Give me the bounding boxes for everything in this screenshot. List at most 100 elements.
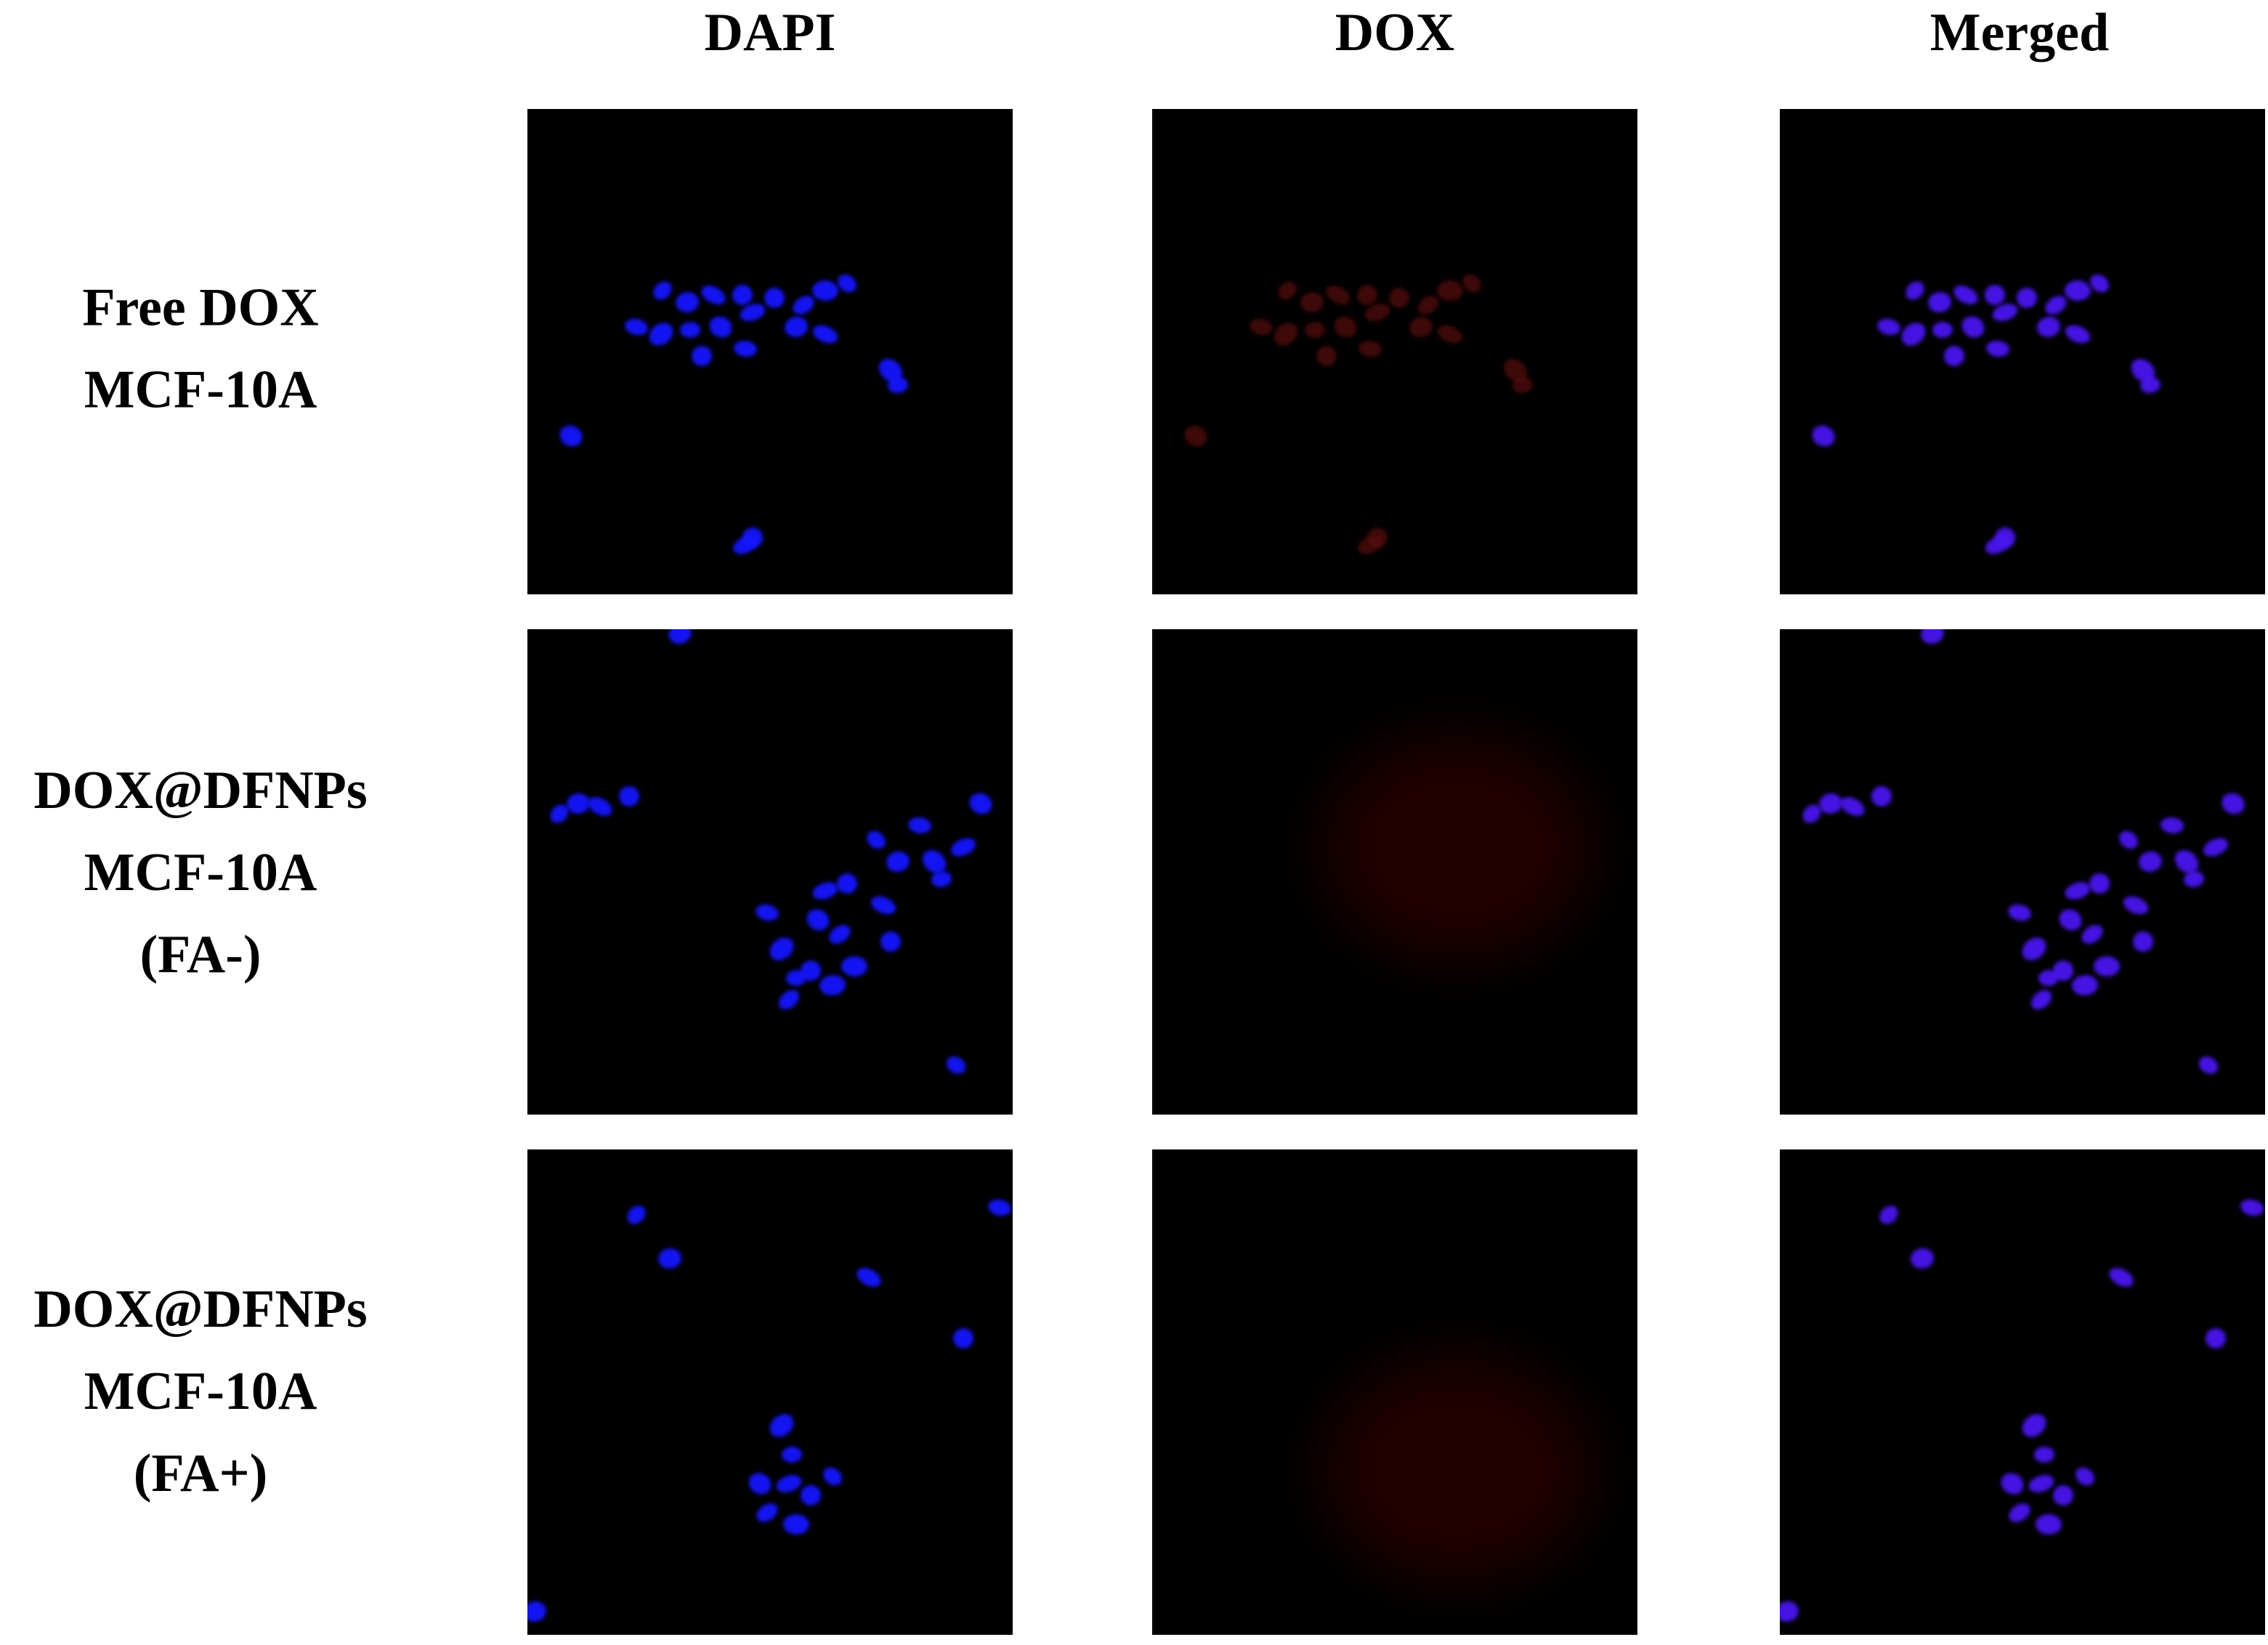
nucleus [740, 304, 766, 321]
nucleus [1184, 425, 1207, 447]
nucleus [878, 358, 903, 383]
column-header: DAPI [705, 3, 836, 62]
row-label: DOX@DFNPs [33, 1280, 367, 1339]
nucleus [880, 931, 901, 952]
nucleus [2198, 1056, 2219, 1074]
nucleus [653, 281, 672, 300]
nucleus [2109, 1268, 2134, 1287]
micrograph-background [1780, 1149, 2265, 1635]
nucleus [2053, 961, 2073, 981]
nucleus [783, 1513, 809, 1535]
nucleus [2008, 904, 2031, 921]
nucleus [550, 804, 569, 823]
nucleus [1871, 786, 1892, 807]
nucleus [1417, 296, 1439, 315]
nucleus [1953, 286, 1978, 304]
nucleus [2222, 793, 2245, 815]
nucleus [764, 288, 785, 308]
cells [1812, 274, 2160, 554]
nucleus [1995, 528, 2015, 548]
nucleus [1961, 316, 1985, 338]
micrograph [527, 109, 1013, 594]
diffuse-signal [1327, 738, 1588, 956]
micrograph [1780, 1149, 2265, 1635]
nucleus [2160, 817, 2184, 834]
nucleus [953, 1328, 973, 1349]
nucleus [2089, 873, 2110, 894]
nucleus [812, 280, 838, 302]
nucleus [658, 1248, 681, 1269]
nucleus [867, 830, 886, 849]
nucleus [1512, 376, 1533, 394]
nucleus [2036, 1513, 2062, 1535]
nucleus [742, 528, 763, 548]
nucleus [1358, 340, 1382, 357]
nucleus [627, 1205, 646, 1224]
nucleus [1300, 291, 1324, 313]
nucleus [1273, 323, 1298, 346]
nucleus [812, 325, 838, 344]
nucleus [1503, 358, 1528, 383]
row-label: MCF-10A [84, 843, 317, 902]
nucleus [2140, 376, 2160, 394]
nucleus [776, 1475, 802, 1492]
nucleus [1986, 340, 2009, 357]
nucleus [692, 346, 712, 366]
nucleus [1992, 304, 2018, 321]
nucleus [1326, 286, 1350, 304]
nucleus [951, 838, 976, 857]
nucleus [2240, 1199, 2264, 1216]
nucleus [946, 1056, 966, 1074]
nucleus [1780, 1601, 1799, 1622]
nucleus [2037, 316, 2060, 338]
nucleus [2028, 1475, 2054, 1492]
nucleus [732, 285, 753, 305]
nucleus [1389, 288, 1409, 308]
nucleus [2081, 925, 2103, 944]
nucleus [2090, 274, 2109, 293]
nucleus [567, 793, 590, 815]
nucleus [1437, 325, 1463, 344]
column-header: Merged [1930, 3, 2110, 62]
cells [1327, 1360, 1588, 1578]
row-label: MCF-10A [84, 1362, 317, 1421]
nucleus [748, 1473, 771, 1495]
nucleus [2022, 937, 2046, 961]
nucleus [2133, 931, 2153, 952]
nucleus [931, 870, 952, 888]
micrograph [1152, 629, 1637, 1115]
nucleus [2009, 1503, 2030, 1522]
row-label: DOX@DFNPs [33, 761, 367, 820]
nucleus [819, 974, 846, 996]
nucleus [1278, 281, 1297, 300]
row-label: (FA-) [139, 925, 261, 985]
cells [559, 274, 908, 554]
nucleus [1932, 321, 1953, 339]
nucleus [2001, 1473, 2024, 1495]
diffuse-signal [1327, 1360, 1588, 1578]
micrograph [1780, 109, 2265, 594]
nucleus [1985, 285, 2005, 305]
nucleus [2139, 851, 2162, 873]
column-header: DOX [1335, 3, 1454, 62]
nucleus [1334, 316, 1357, 338]
nucleus [2075, 1467, 2094, 1486]
nucleus [2203, 838, 2228, 857]
nucleus [856, 1268, 881, 1287]
nucleus [812, 882, 838, 900]
nucleus [756, 904, 779, 921]
nucleus [888, 376, 908, 394]
nucleus [2017, 288, 2037, 308]
nucleus [782, 1446, 802, 1463]
nucleus [1316, 346, 1337, 366]
nucleus [870, 896, 896, 915]
nucleus [668, 629, 692, 644]
nucleus [1367, 528, 1388, 548]
nucleus [1944, 346, 1964, 366]
nucleus [1928, 291, 1951, 313]
nucleus [1802, 804, 1821, 823]
nucleus [701, 286, 726, 304]
micrograph-background [1780, 109, 2265, 594]
nucleus [676, 291, 699, 313]
